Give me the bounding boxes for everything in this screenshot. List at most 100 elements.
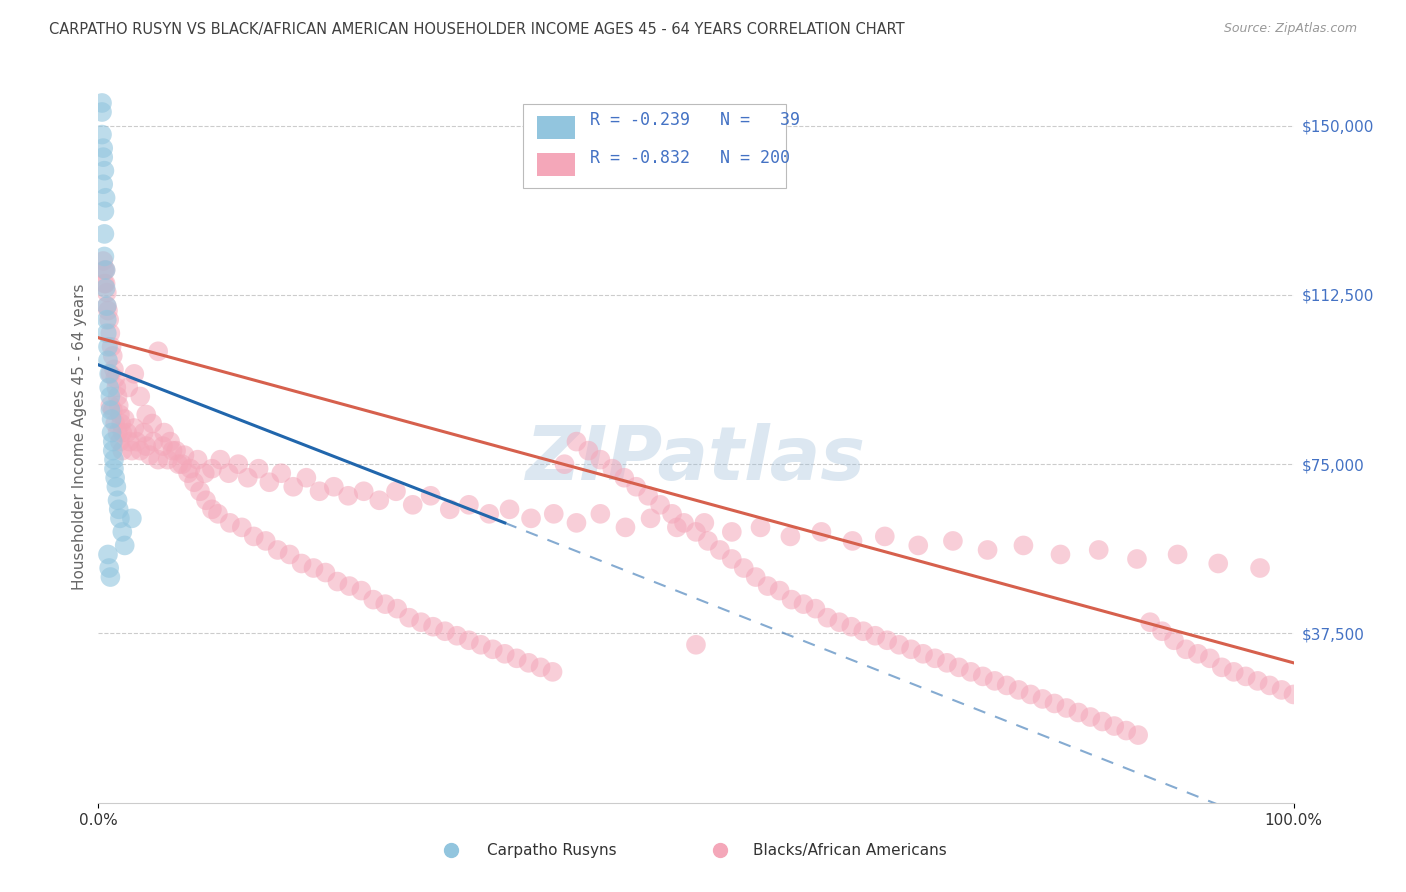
Point — [995, 678, 1018, 692]
Point — [1091, 714, 1114, 729]
Bar — [537, 116, 575, 139]
Point — [117, 380, 139, 394]
Point — [165, 443, 187, 458]
Point — [97, 303, 120, 318]
Point — [749, 520, 772, 534]
Point — [470, 638, 492, 652]
Point — [114, 538, 136, 552]
Point — [1115, 723, 1137, 738]
Point — [385, 601, 409, 615]
Point — [97, 353, 120, 368]
Point — [101, 349, 124, 363]
Point — [209, 452, 232, 467]
Point — [1043, 697, 1066, 711]
Point — [308, 484, 330, 499]
Point — [98, 380, 121, 394]
Point — [972, 669, 994, 683]
Point — [94, 263, 117, 277]
Point — [530, 660, 553, 674]
Point — [107, 389, 129, 403]
Point — [115, 425, 138, 440]
Point — [259, 475, 281, 490]
Point — [148, 344, 170, 359]
Point — [876, 633, 898, 648]
Point — [96, 299, 118, 313]
Point — [976, 543, 998, 558]
Point — [93, 250, 115, 264]
Point — [685, 638, 707, 652]
Point — [984, 673, 1007, 688]
Point — [98, 561, 121, 575]
Point — [1249, 561, 1271, 575]
Point — [236, 471, 259, 485]
Point — [936, 656, 959, 670]
Point — [697, 533, 720, 548]
Point — [98, 367, 121, 381]
Point — [911, 647, 934, 661]
Point — [153, 425, 176, 440]
Point — [1056, 701, 1078, 715]
Point — [91, 128, 114, 142]
Point — [93, 204, 115, 219]
Point — [188, 484, 211, 499]
Point — [1258, 678, 1281, 692]
Point — [368, 493, 391, 508]
Point — [91, 141, 114, 155]
Point — [841, 533, 863, 548]
Point — [267, 543, 290, 558]
Point — [1247, 673, 1270, 688]
Text: ZIPatlas: ZIPatlas — [526, 423, 866, 496]
Point — [589, 452, 612, 467]
Point — [103, 461, 125, 475]
Point — [97, 340, 120, 354]
Text: R = -0.832   N = 200: R = -0.832 N = 200 — [589, 149, 790, 167]
Point — [1019, 688, 1042, 702]
Point — [207, 507, 229, 521]
Point — [1282, 688, 1305, 702]
Point — [177, 466, 200, 480]
Point — [173, 448, 195, 462]
FancyBboxPatch shape — [523, 104, 786, 188]
Point — [1104, 719, 1126, 733]
Point — [167, 457, 190, 471]
Point — [458, 498, 481, 512]
Point — [1012, 538, 1035, 552]
Point — [810, 524, 832, 539]
Point — [101, 403, 124, 417]
Point — [98, 403, 122, 417]
Point — [124, 367, 146, 381]
Point — [201, 461, 224, 475]
Point — [543, 507, 565, 521]
Point — [93, 263, 115, 277]
Point — [1163, 633, 1185, 648]
Point — [350, 583, 373, 598]
Point — [93, 163, 115, 178]
Point — [1187, 647, 1209, 661]
Point — [322, 480, 344, 494]
Point — [172, 457, 194, 471]
Point — [440, 796, 463, 810]
Point — [152, 439, 174, 453]
Point — [94, 281, 117, 295]
Point — [640, 511, 662, 525]
Point — [98, 312, 121, 326]
Point — [363, 592, 385, 607]
Point — [103, 452, 125, 467]
Point — [554, 457, 576, 471]
Point — [302, 561, 325, 575]
Point — [339, 579, 361, 593]
Point — [101, 434, 124, 449]
Point — [1126, 552, 1149, 566]
Point — [129, 389, 152, 403]
Text: Source: ZipAtlas.com: Source: ZipAtlas.com — [1223, 22, 1357, 36]
Point — [97, 548, 120, 562]
Point — [104, 371, 127, 385]
Point — [589, 507, 612, 521]
Point — [779, 529, 801, 543]
Point — [104, 471, 127, 485]
Point — [852, 624, 875, 639]
Point — [889, 638, 911, 652]
Point — [804, 601, 827, 615]
Point — [337, 489, 360, 503]
Point — [243, 529, 266, 543]
